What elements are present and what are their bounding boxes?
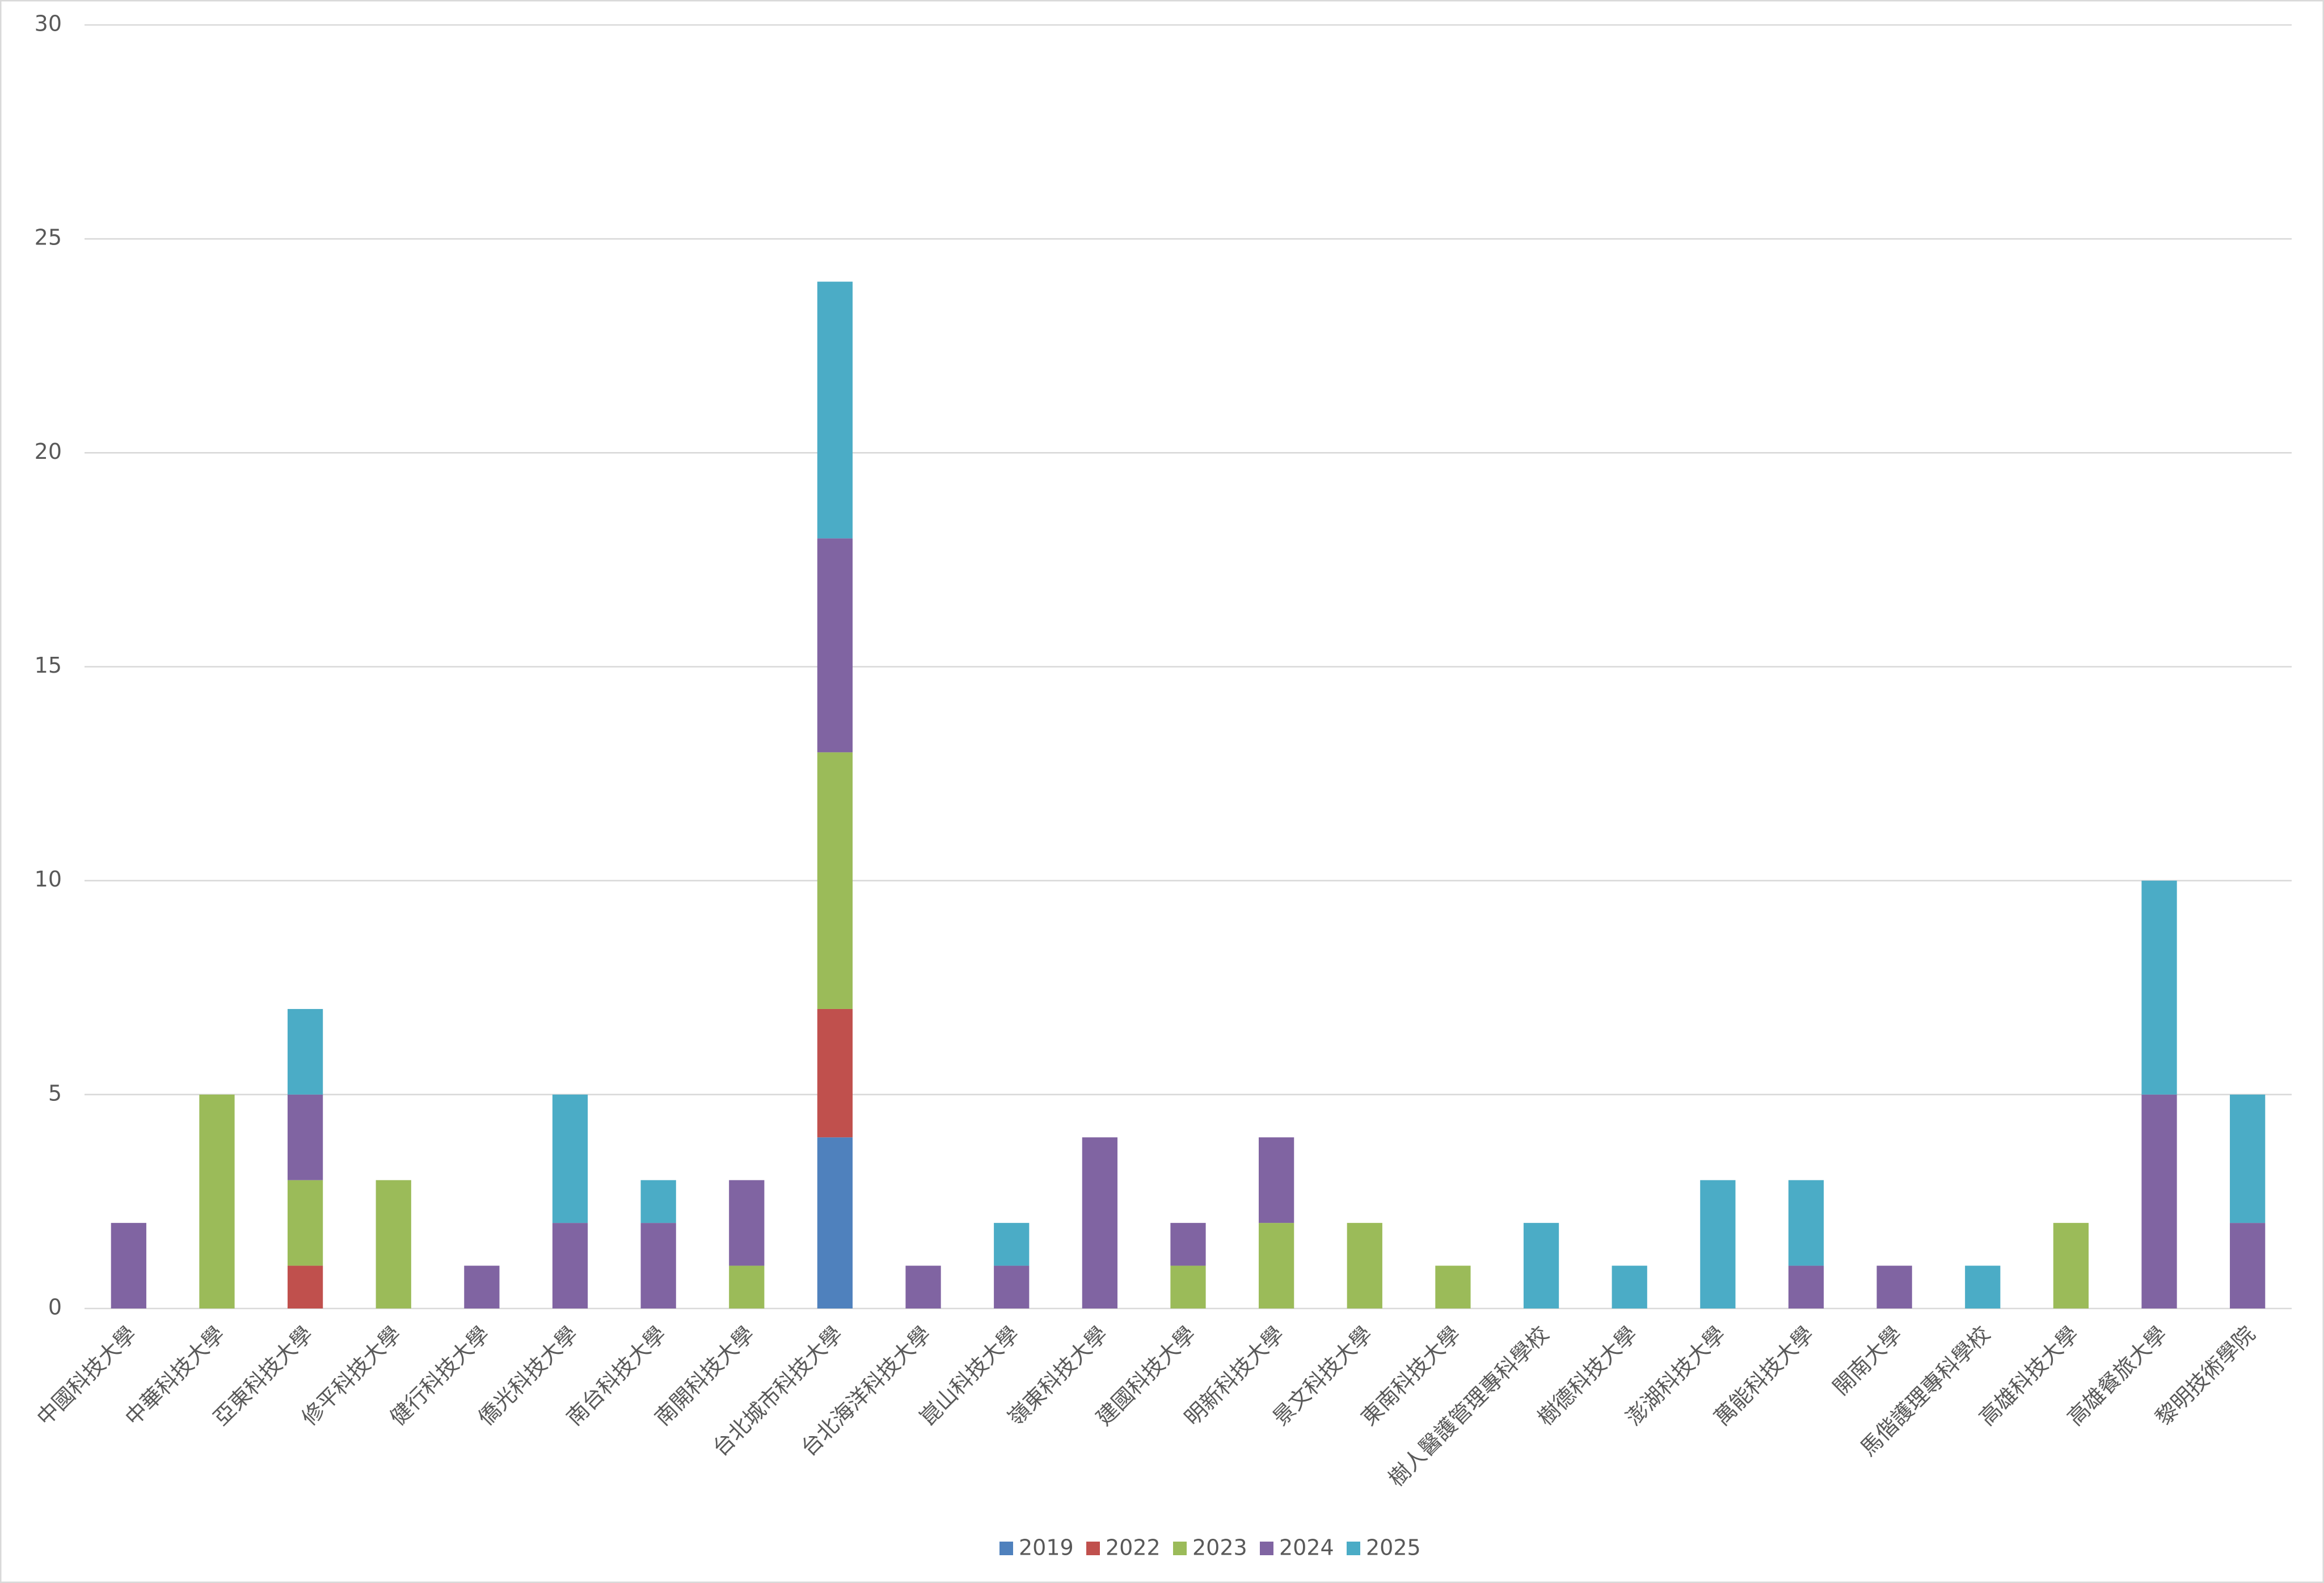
y-tick-label: 10 [35,867,62,892]
bar-segment [287,1265,323,1308]
y-tick-label: 15 [35,653,62,678]
y-tick-label: 20 [35,439,62,464]
y-tick-label: 5 [48,1080,62,1105]
bar-segment [1435,1265,1471,1308]
bar-segment [464,1265,500,1308]
bar-segment [287,1094,323,1180]
legend-label: 2023 [1192,1535,1247,1560]
bar-segment [111,1223,146,1308]
bar-segment [1082,1137,1117,1308]
bar-segment [817,752,853,1009]
bar-segment [817,1137,853,1308]
legend-swatch [1086,1542,1100,1555]
bar-segment [817,1008,853,1138]
bar-segment [640,1223,676,1308]
bar-segment [729,1265,765,1308]
bar-segment [1259,1223,1294,1308]
legend-swatch [1347,1542,1360,1555]
bar-segment [2053,1223,2089,1308]
bar-segment [1876,1265,1912,1308]
bar-segment [552,1223,588,1308]
bar-segment [994,1223,1030,1266]
bar-segment [1347,1223,1382,1308]
legend-swatch [1173,1542,1187,1555]
bar-segment [2230,1094,2266,1223]
bar-segment [2230,1223,2266,1308]
bar-segment [1523,1223,1559,1308]
bar-segment [1259,1137,1294,1223]
bar-segment [1612,1265,1647,1308]
bar-segment [729,1180,765,1266]
bar-segment [2141,1094,2177,1308]
legend-label: 2022 [1106,1535,1161,1560]
y-tick-label: 30 [35,11,62,36]
bar-segment [287,1008,323,1095]
bar-segment [1788,1265,1824,1308]
bar-segment [552,1094,588,1223]
bar-segment [905,1265,941,1308]
y-tick-label: 25 [35,225,62,250]
legend-label: 2025 [1366,1535,1421,1560]
bar-segment [376,1180,411,1308]
legend-label: 2019 [1019,1535,1074,1560]
bar-segment [994,1265,1030,1308]
bar-segment [817,538,853,753]
legend-swatch [1260,1542,1273,1555]
legend-label: 2024 [1279,1535,1334,1560]
bar-segment [199,1094,235,1308]
bar-segment [1170,1223,1206,1266]
bar-segment [1965,1265,2001,1308]
y-tick-label: 0 [48,1295,62,1320]
bar-segment [2141,880,2177,1095]
bar-segment [817,281,853,539]
legend-swatch [999,1542,1013,1555]
bar-segment [640,1180,676,1223]
bar-segment [1788,1180,1824,1266]
bar-segment [1700,1180,1736,1308]
bar-segment [287,1180,323,1266]
bar-segment [1170,1265,1206,1308]
